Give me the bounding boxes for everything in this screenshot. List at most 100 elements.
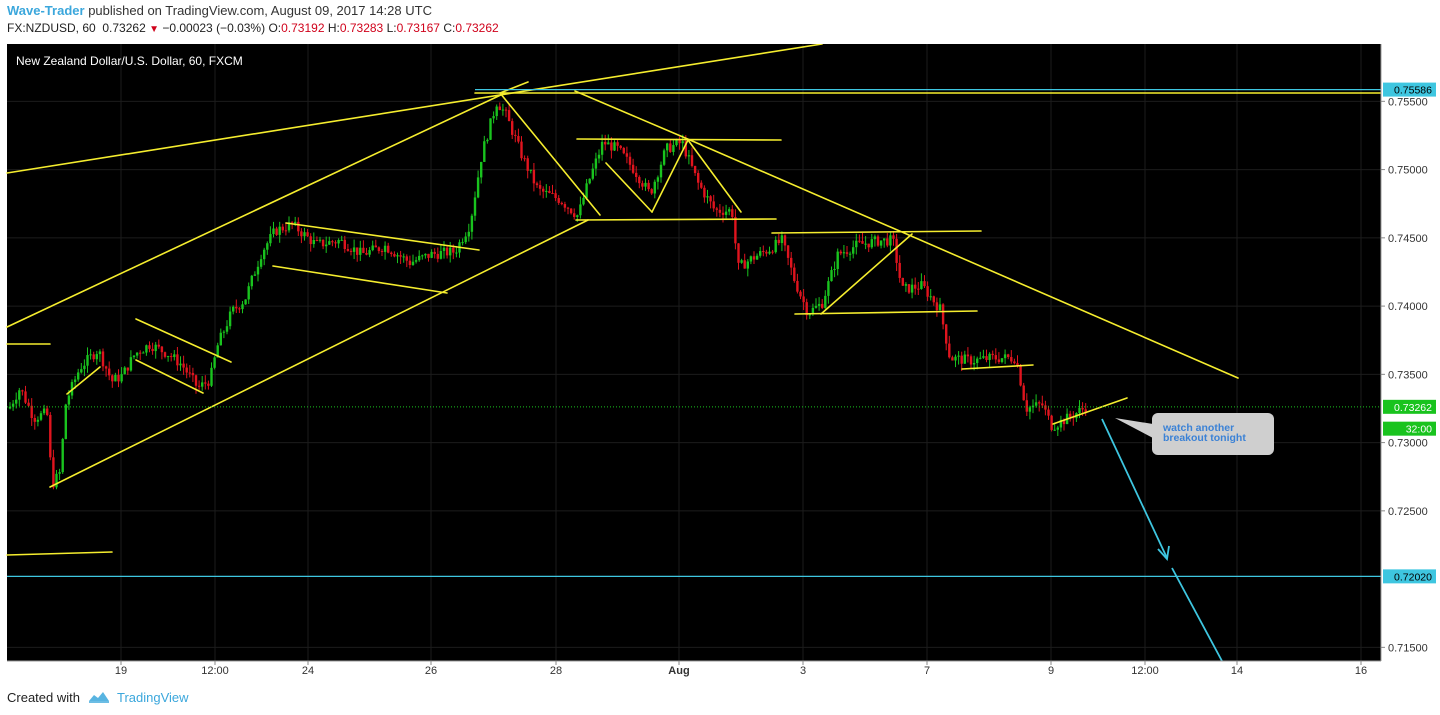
trendline[interactable]	[575, 218, 777, 221]
candle	[870, 233, 873, 249]
price-label: 32:00	[1383, 421, 1436, 436]
author-link[interactable]: Wave-Trader	[7, 3, 85, 18]
close-value: 0.73262	[455, 21, 499, 35]
candle	[182, 355, 185, 375]
projection-arrow[interactable]	[1171, 567, 1223, 662]
trendline[interactable]	[6, 43, 823, 174]
candle	[517, 128, 520, 144]
x-tick-label: 12:00	[201, 665, 229, 677]
trendline[interactable]	[689, 139, 1239, 379]
chart-area[interactable]: watch another breakout tonight New Zealan…	[0, 43, 1440, 689]
candle	[275, 226, 278, 236]
candle	[148, 341, 151, 353]
x-tick-label: 7	[924, 665, 930, 677]
candle	[867, 243, 870, 253]
candle	[368, 247, 371, 258]
trendline[interactable]	[794, 310, 978, 315]
trendline[interactable]	[576, 138, 782, 141]
trendline[interactable]	[6, 551, 113, 556]
x-tick-label: Aug	[668, 665, 689, 677]
candle	[15, 392, 18, 409]
candle	[774, 236, 777, 254]
candle	[786, 244, 790, 266]
trendline[interactable]	[499, 92, 601, 216]
candle	[743, 253, 746, 269]
candle	[309, 233, 312, 252]
candle	[728, 207, 731, 216]
trendline[interactable]	[820, 233, 913, 315]
candle	[424, 253, 427, 259]
candle	[374, 239, 377, 248]
trendline[interactable]	[771, 230, 982, 234]
tradingview-link[interactable]: TradingView	[117, 690, 189, 705]
candle	[886, 232, 889, 248]
candle	[300, 228, 303, 244]
candle	[907, 284, 911, 294]
candle	[845, 246, 849, 257]
candle	[604, 134, 607, 151]
candle	[390, 251, 393, 257]
candle	[976, 356, 979, 370]
candle	[514, 130, 517, 143]
candle	[1050, 414, 1053, 432]
candle	[204, 375, 207, 390]
candle	[27, 398, 30, 408]
candle	[709, 195, 712, 209]
candle	[532, 163, 536, 192]
candle	[631, 158, 635, 175]
candle	[414, 256, 418, 264]
candle	[991, 350, 994, 360]
candle	[997, 352, 1001, 364]
high-label: H:	[327, 21, 340, 35]
candle	[566, 206, 570, 215]
candle	[523, 155, 526, 162]
y-tick-label: 0.72500	[1388, 506, 1428, 518]
trendline[interactable]	[135, 318, 232, 363]
candle	[356, 247, 359, 262]
candle	[644, 178, 647, 191]
candle	[796, 273, 799, 294]
trendline[interactable]	[6, 92, 506, 328]
candle	[635, 166, 638, 183]
candle	[560, 201, 563, 206]
candle	[427, 253, 430, 262]
candle	[805, 298, 808, 320]
trendline[interactable]	[574, 90, 691, 141]
candle	[210, 362, 213, 388]
trendline[interactable]	[272, 265, 448, 294]
candle	[672, 139, 675, 156]
candle	[504, 107, 508, 118]
candle	[693, 165, 697, 176]
candle	[408, 255, 412, 269]
trendline[interactable]	[66, 366, 101, 395]
candle	[926, 281, 929, 302]
candle	[98, 349, 102, 362]
projection-arrow[interactable]	[1101, 418, 1168, 559]
trendline[interactable]	[49, 219, 589, 488]
trendline[interactable]	[135, 359, 204, 394]
x-tick-label: 14	[1231, 665, 1243, 677]
trendline[interactable]	[961, 364, 1034, 370]
chart-title: New Zealand Dollar/U.S. Dollar, 60, FXCM	[16, 54, 243, 68]
candle	[359, 240, 362, 262]
candle	[740, 258, 743, 264]
x-tick-label: 12:00	[1131, 665, 1159, 677]
trendline[interactable]	[605, 162, 653, 213]
y-tick-label: 0.74500	[1388, 233, 1428, 245]
candle	[873, 234, 877, 247]
trendline[interactable]	[651, 139, 689, 213]
trendline[interactable]	[499, 81, 529, 94]
candle	[399, 250, 402, 264]
candle	[442, 241, 446, 259]
candle	[157, 339, 160, 349]
candle	[966, 347, 970, 363]
candle	[542, 186, 545, 199]
trendline[interactable]	[687, 139, 742, 213]
trendline[interactable]	[1052, 397, 1128, 425]
candle	[256, 260, 260, 282]
candle	[777, 233, 780, 246]
trendline[interactable]	[285, 222, 480, 251]
candle	[24, 385, 27, 404]
